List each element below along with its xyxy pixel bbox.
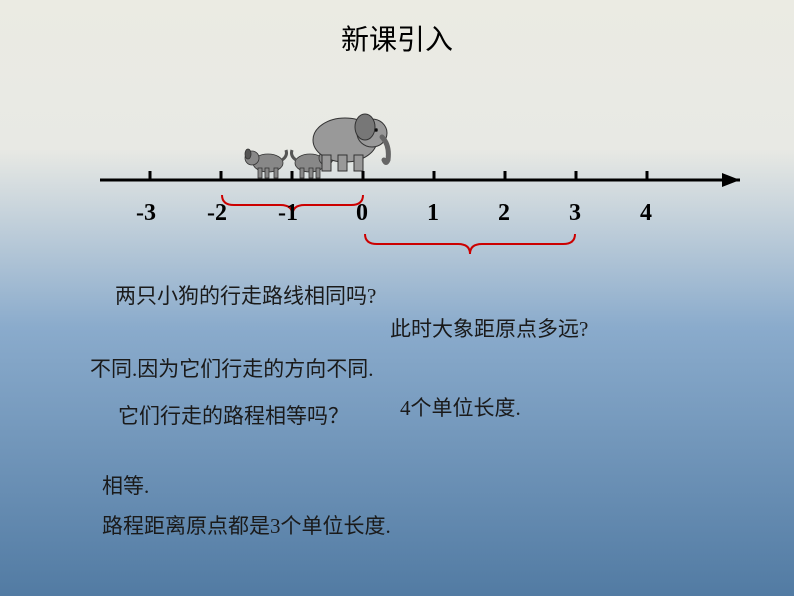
- question-1: 两只小狗的行走路线相同吗?: [115, 280, 376, 310]
- tick-label: 2: [498, 200, 510, 227]
- tick-label: -2: [207, 200, 227, 227]
- tick-label: 0: [356, 200, 368, 227]
- number-line: [0, 0, 794, 260]
- tick-label: -3: [136, 200, 156, 227]
- answer-4: 路程距离原点都是3个单位长度.: [102, 510, 391, 540]
- tick-label: -1: [278, 200, 298, 227]
- tick-label: 3: [569, 200, 581, 227]
- tick-label: 4: [640, 200, 652, 227]
- answer-1: 不同.因为它们行走的方向不同.: [90, 353, 374, 383]
- tick-label: 1: [427, 200, 439, 227]
- answer-3: 相等.: [102, 470, 149, 500]
- question-3: 它们行走的路程相等吗？: [118, 400, 349, 430]
- answer-2: 4个单位长度.: [400, 392, 521, 422]
- question-2: 此时大象距原点多远?: [390, 313, 588, 343]
